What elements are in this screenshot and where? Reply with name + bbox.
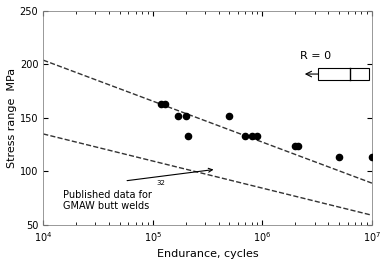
Point — [226, 114, 232, 118]
Point — [254, 134, 260, 138]
Point — [373, 155, 379, 160]
Point — [185, 134, 191, 138]
Point — [175, 114, 181, 118]
Point — [292, 144, 298, 148]
Y-axis label: Stress range  MPa: Stress range MPa — [7, 68, 17, 168]
Point — [162, 102, 168, 106]
Text: 32: 32 — [156, 180, 165, 186]
Point — [242, 134, 248, 138]
Point — [336, 155, 342, 160]
X-axis label: Endurance, cycles: Endurance, cycles — [157, 249, 258, 259]
Point — [158, 102, 165, 106]
Point — [294, 144, 301, 148]
Text: Published data for
GMAW butt welds: Published data for GMAW butt welds — [62, 190, 151, 211]
Bar — [318, 68, 369, 80]
Point — [369, 155, 375, 160]
Text: R = 0: R = 0 — [300, 51, 331, 61]
Point — [183, 114, 189, 118]
Point — [249, 134, 255, 138]
